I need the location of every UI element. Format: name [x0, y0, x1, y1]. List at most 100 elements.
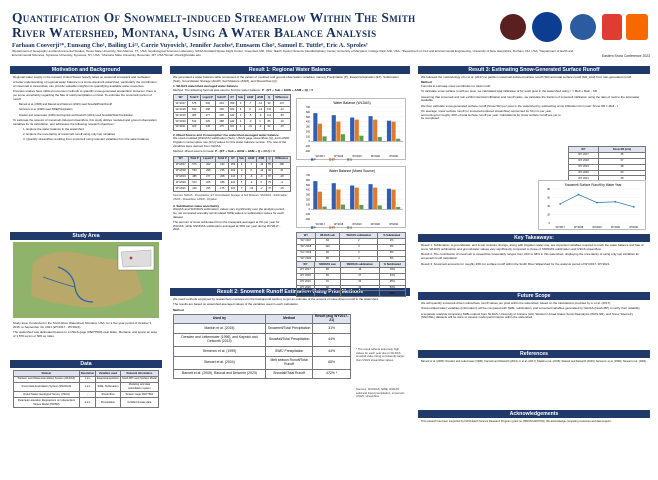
- table-cell: 7: [236, 185, 247, 193]
- table-header-cell: WY: [296, 232, 316, 239]
- table-row: WY2020 513 325 188 442 5 -3 0 79 -4: [173, 179, 291, 187]
- data-point: [577, 193, 580, 196]
- x-tick-label: WY2019: [352, 155, 362, 158]
- table-row: Parameter-elevation Regressions on Indep…: [13, 397, 160, 408]
- table-cell: 6: [245, 167, 257, 175]
- result3-bullet: Assuming that snowmelt and rain exhibit …: [421, 94, 640, 103]
- water-balance-table-wldas: WY Total P Liquid P Solid P ET Sub ΔGW ΔSM Q Diff…: [172, 94, 292, 131]
- table-row: Stewart et al. (2004) Melt season Runoff/…: [173, 355, 351, 370]
- study-area-bullet: The watershed was delineated based on a …: [13, 330, 157, 338]
- study-area-heading: Study Area: [10, 232, 162, 240]
- table-cell: WY 2017: [567, 151, 600, 159]
- syracuse-logo: [626, 14, 648, 40]
- table-header-cell: Difference: [272, 155, 291, 163]
- table-cell: 359: [228, 161, 238, 169]
- table-cell: Snowfall/Total Runoff: [264, 368, 314, 380]
- table-header-cell: ET: [228, 155, 238, 163]
- table-cell: 0: [255, 179, 267, 187]
- bar: [359, 135, 364, 142]
- y-tick-label: 0: [549, 222, 551, 225]
- table-header-cell: Result (avg WY2017-21): [312, 313, 351, 325]
- result3-bullet: To calculate snow surface runoff per pix…: [421, 89, 597, 94]
- table-row: Mankin et al. (2015) Snowmelt/Total Preci…: [173, 323, 351, 334]
- bar: [377, 137, 382, 142]
- bar: [354, 119, 359, 142]
- table-cell: -12: [255, 167, 267, 175]
- x-tick-label: WY2020: [611, 226, 621, 229]
- table-cell: -7: [245, 161, 257, 169]
- table-cell: Stream Gage 06077500: [119, 391, 160, 399]
- table-cell: 43: [272, 167, 291, 175]
- y-tick-label: 500: [306, 116, 311, 119]
- texas-state-logo: [500, 14, 526, 40]
- x-tick-label: WY2018: [334, 155, 344, 158]
- bar: [340, 134, 346, 142]
- takeaway-item: Result 2: The contribution of snowmelt t…: [421, 252, 640, 261]
- y-tick-label: -100: [305, 213, 310, 216]
- middle-column: Result 1: Regional Water Balance We gene…: [170, 66, 410, 476]
- table-header-row: WY Snow SR (mm): [567, 146, 646, 153]
- legend-swatch: [329, 158, 332, 161]
- table-cell: 44%: [312, 332, 351, 348]
- result1-body: We generated a water balance table compo…: [170, 74, 410, 298]
- prior-methods-table: Used by Method Result (avg WY2017-21) Ma…: [173, 313, 351, 380]
- bar: [317, 191, 323, 210]
- table-cell: Modeling and data assimilation system: [119, 381, 160, 393]
- result2-bullet: We used methods employed by researchers …: [173, 297, 379, 301]
- poster-header: Quantification Of Snowmelt-induced Strea…: [0, 0, 658, 64]
- result1-bullet: WLDAS and SNODAS sublimation values vary…: [173, 207, 285, 219]
- y-tick-label: 400: [306, 121, 311, 124]
- result2-sources: Sources: SNODAS: SWE; WLDAS: solid and l…: [356, 387, 405, 399]
- table-cell: Melt season Runoff/Total Runoff: [264, 355, 314, 370]
- y-tick-label: 200: [306, 198, 311, 201]
- ack-body: This research has been supported by NASA…: [418, 418, 650, 426]
- table-cell: Stewart et al. (2004): [173, 355, 266, 370]
- table-cell: 420: [187, 185, 202, 193]
- table-cell: -16: [255, 161, 267, 169]
- result2-note: * The result reflects extremely high val…: [356, 347, 405, 363]
- table-cell: 47: [265, 185, 274, 193]
- objective-item: 3. Quantify streamflow resulting from sn…: [23, 137, 150, 142]
- bar: [322, 136, 327, 142]
- table-row: WY 2020 50: [567, 169, 646, 177]
- table-row: Barnett et al. (2005), Rasouli and Delwo…: [173, 368, 351, 380]
- legend-swatch: [311, 226, 314, 229]
- table-row: WY2017 575 332 243 359 4 -7 -16 55 186: [173, 161, 291, 169]
- table-cell: -2: [254, 123, 266, 131]
- table-cell: -: [78, 391, 97, 399]
- bar: [322, 206, 327, 210]
- bar: [331, 183, 336, 210]
- table-cell: 245: [200, 185, 217, 193]
- table-row: WY2021 420 245 175 401 7 -19 -2 47 -15: [173, 185, 291, 193]
- table-cell: Snowfall/Total Precipitation: [264, 332, 314, 348]
- result2-heading: Result 2: Snowmelt Runoff Estimation Usi…: [170, 288, 410, 296]
- table-row: WY 2021 77 41 53%: [296, 290, 407, 298]
- y-tick-label: 80: [547, 188, 550, 191]
- result2-bullet: The results are based on watershed-avera…: [173, 302, 299, 307]
- y-tick-label: 300: [306, 194, 311, 197]
- data-point: [596, 201, 598, 204]
- ack-heading: Acknowledgements: [418, 410, 650, 418]
- nasa-logo: [532, 12, 562, 42]
- table-cell: 1 km: [78, 375, 97, 383]
- table-row: WY2020 513 325 188 442 4 -3 0 86 -16: [172, 117, 292, 125]
- table-header-cell: WLDAS sublimation: [339, 232, 379, 239]
- table-header-row: WY WLDAS sub WLDAS sublimation% Sublimated: [296, 232, 406, 239]
- y-tick-label: 40: [547, 205, 550, 208]
- table-cell: Snow Data Assimilation System (SNODAS): [13, 381, 80, 393]
- x-tick-label: WY2021: [629, 226, 639, 229]
- table-cell: 4: [339, 243, 379, 251]
- table-cell: 442: [228, 179, 238, 187]
- motivation-body: Regional water supply in the western Uni…: [10, 74, 162, 232]
- table-row: WY 2019 48: [567, 163, 646, 171]
- table-header-row: WY Total P Liquid P Solid P ET Sub ΔGW ΔSM Q Diff…: [173, 155, 291, 163]
- y-tick-label: 600: [306, 179, 311, 182]
- y-tick-label: 500: [306, 184, 311, 187]
- conference-label: Eastern Snow Conference 2023: [601, 54, 650, 58]
- legend-label: P: [314, 158, 316, 161]
- author-list: Farhaan Cooverji¹*, Eunsang Cho¹, Bailin…: [12, 42, 368, 49]
- bar: [336, 189, 341, 210]
- table-cell: Snowmelt/Total Precipitation: [264, 323, 314, 334]
- table-cell: 31%: [312, 323, 351, 334]
